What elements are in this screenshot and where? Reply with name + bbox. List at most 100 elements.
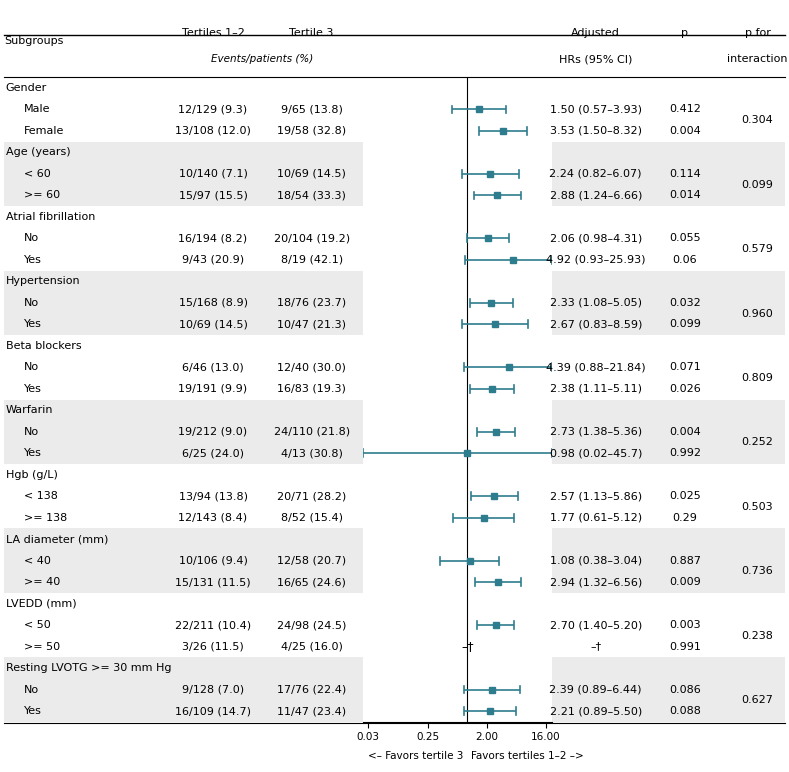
Text: LVEDD (mm): LVEDD (mm) — [6, 598, 77, 608]
Text: < 60: < 60 — [24, 169, 50, 179]
Text: 0.29: 0.29 — [672, 513, 697, 523]
Text: >= 50: >= 50 — [24, 642, 60, 652]
Text: Yes: Yes — [24, 706, 42, 716]
Text: 0.099: 0.099 — [669, 320, 701, 330]
Text: 2.94 (1.32–6.56): 2.94 (1.32–6.56) — [550, 577, 641, 587]
Text: 10/106 (9.4): 10/106 (9.4) — [178, 556, 248, 566]
Text: 24/98 (24.5): 24/98 (24.5) — [277, 620, 346, 630]
Text: 10/69 (14.5): 10/69 (14.5) — [277, 169, 346, 179]
Text: Female: Female — [24, 126, 64, 136]
Text: 9/65 (13.8): 9/65 (13.8) — [281, 104, 342, 114]
Text: 20/104 (19.2): 20/104 (19.2) — [274, 233, 350, 243]
Text: 10/47 (21.3): 10/47 (21.3) — [277, 320, 346, 330]
Text: 0.579: 0.579 — [742, 244, 773, 254]
Text: >= 40: >= 40 — [24, 577, 60, 587]
Text: 4/25 (16.0): 4/25 (16.0) — [281, 642, 342, 652]
Text: 20/71 (28.2): 20/71 (28.2) — [277, 491, 346, 501]
Text: >= 60: >= 60 — [24, 191, 60, 201]
Text: 3/26 (11.5): 3/26 (11.5) — [182, 642, 244, 652]
Text: 19/191 (9.9): 19/191 (9.9) — [178, 384, 248, 394]
Text: 17/76 (22.4): 17/76 (22.4) — [277, 685, 346, 695]
Text: 22/211 (10.4): 22/211 (10.4) — [175, 620, 251, 630]
Text: Hgb (g/L): Hgb (g/L) — [6, 469, 58, 479]
Text: Male: Male — [24, 104, 50, 114]
Text: 0.086: 0.086 — [669, 685, 701, 695]
Text: 2.38 (1.11–5.11): 2.38 (1.11–5.11) — [550, 384, 641, 394]
Text: 4.92 (0.93–25.93): 4.92 (0.93–25.93) — [546, 255, 645, 265]
Text: 6/46 (13.0): 6/46 (13.0) — [182, 362, 244, 372]
Text: 0.026: 0.026 — [669, 384, 701, 394]
Text: 0.503: 0.503 — [742, 502, 773, 512]
Text: 16/83 (19.3): 16/83 (19.3) — [277, 384, 346, 394]
Text: 1.08 (0.38–3.04): 1.08 (0.38–3.04) — [550, 556, 641, 566]
Text: 0.991: 0.991 — [669, 642, 701, 652]
Text: 2.70 (1.40–5.20): 2.70 (1.40–5.20) — [550, 620, 641, 630]
Text: 16/194 (8.2): 16/194 (8.2) — [178, 233, 248, 243]
Text: 0.304: 0.304 — [742, 115, 773, 125]
Text: 12/58 (20.7): 12/58 (20.7) — [277, 556, 346, 566]
Text: 0.06: 0.06 — [672, 255, 697, 265]
Text: >= 138: >= 138 — [24, 513, 67, 523]
Text: Hypertension: Hypertension — [6, 276, 80, 286]
Text: 15/168 (8.9): 15/168 (8.9) — [178, 298, 248, 308]
Text: Yes: Yes — [24, 449, 42, 459]
Text: 0.088: 0.088 — [669, 706, 701, 716]
Text: 1.77 (0.61–5.12): 1.77 (0.61–5.12) — [550, 513, 641, 523]
Text: 0.252: 0.252 — [742, 438, 773, 448]
Text: Gender: Gender — [6, 83, 47, 93]
Text: Yes: Yes — [24, 255, 42, 265]
Text: 13/108 (12.0): 13/108 (12.0) — [175, 126, 251, 136]
Text: 1.50 (0.57–3.93): 1.50 (0.57–3.93) — [550, 104, 641, 114]
Text: 2.06 (0.98–4.31): 2.06 (0.98–4.31) — [550, 233, 641, 243]
Text: 0.004: 0.004 — [669, 126, 701, 136]
Text: 2.33 (1.08–5.05): 2.33 (1.08–5.05) — [550, 298, 641, 308]
Text: 2.21 (0.89–5.50): 2.21 (0.89–5.50) — [550, 706, 641, 716]
Text: Atrial fibrillation: Atrial fibrillation — [6, 212, 95, 222]
Text: 16/65 (24.6): 16/65 (24.6) — [277, 577, 346, 587]
Text: 19/58 (32.8): 19/58 (32.8) — [277, 126, 346, 136]
Text: 8/52 (15.4): 8/52 (15.4) — [281, 513, 342, 523]
Text: 10/140 (7.1): 10/140 (7.1) — [178, 169, 248, 179]
Text: 10/69 (14.5): 10/69 (14.5) — [178, 320, 248, 330]
Text: Favors tertiles 1–2 –>: Favors tertiles 1–2 –> — [471, 751, 584, 761]
Text: 18/76 (23.7): 18/76 (23.7) — [277, 298, 346, 308]
Text: 0.004: 0.004 — [669, 427, 701, 437]
Text: Adjusted: Adjusted — [571, 28, 620, 38]
Text: 11/47 (23.4): 11/47 (23.4) — [277, 706, 346, 716]
Text: 8/19 (42.1): 8/19 (42.1) — [281, 255, 342, 265]
Text: 0.014: 0.014 — [669, 191, 701, 201]
Text: 19/212 (9.0): 19/212 (9.0) — [178, 427, 248, 437]
Text: < 138: < 138 — [24, 491, 58, 501]
Text: 9/128 (7.0): 9/128 (7.0) — [182, 685, 244, 695]
Text: 13/94 (13.8): 13/94 (13.8) — [178, 491, 248, 501]
Text: p for: p for — [745, 28, 770, 38]
Text: 9/43 (20.9): 9/43 (20.9) — [182, 255, 244, 265]
Text: 0.025: 0.025 — [669, 491, 701, 501]
Text: Yes: Yes — [24, 384, 42, 394]
Text: 4.39 (0.88–21.84): 4.39 (0.88–21.84) — [546, 362, 645, 372]
Text: Tertiles 1–2: Tertiles 1–2 — [181, 28, 245, 38]
Text: p: p — [682, 28, 688, 38]
Text: 0.238: 0.238 — [742, 631, 773, 641]
Text: 0.627: 0.627 — [742, 696, 773, 706]
Text: 2.67 (0.83–8.59): 2.67 (0.83–8.59) — [549, 320, 642, 330]
Text: –†: –† — [461, 640, 473, 653]
Text: LA diameter (mm): LA diameter (mm) — [6, 534, 108, 544]
Text: interaction: interaction — [727, 55, 787, 64]
Text: 0.887: 0.887 — [669, 556, 701, 566]
Text: No: No — [24, 685, 39, 695]
Text: 0.071: 0.071 — [669, 362, 701, 372]
Text: 0.114: 0.114 — [669, 169, 701, 179]
Text: Warfarin: Warfarin — [6, 405, 53, 415]
Text: 2.88 (1.24–6.66): 2.88 (1.24–6.66) — [549, 191, 642, 201]
Text: 0.736: 0.736 — [742, 567, 773, 577]
Text: 0.009: 0.009 — [669, 577, 701, 587]
Text: 3.53 (1.50–8.32): 3.53 (1.50–8.32) — [550, 126, 641, 136]
Text: 24/110 (21.8): 24/110 (21.8) — [274, 427, 350, 437]
Text: No: No — [24, 233, 39, 243]
Text: Resting LVOTG >= 30 mm Hg: Resting LVOTG >= 30 mm Hg — [6, 663, 171, 673]
Text: No: No — [24, 362, 39, 372]
Text: 2.39 (0.89–6.44): 2.39 (0.89–6.44) — [549, 685, 642, 695]
Text: Age (years): Age (years) — [6, 147, 70, 157]
Text: HRs (95% CI): HRs (95% CI) — [559, 55, 632, 64]
